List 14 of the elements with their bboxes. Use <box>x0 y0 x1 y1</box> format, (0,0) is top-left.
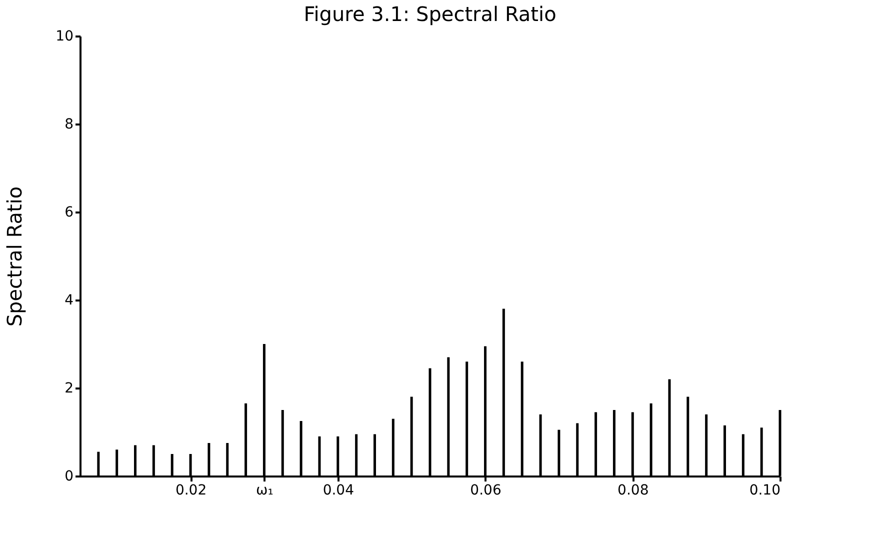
y-tick-label: 2 <box>64 380 74 396</box>
y-tick-label: 4 <box>64 292 74 308</box>
chart-title: Figure 3.1: Spectral Ratio <box>304 2 556 26</box>
x-tick-label: 0.06 <box>470 482 502 498</box>
y-axis-title: Spectral Ratio <box>2 186 27 327</box>
x-tick-label: 0.04 <box>322 482 354 498</box>
y-tick-label: 6 <box>64 204 74 220</box>
x-tick-label: 0.02 <box>175 482 207 498</box>
x-tick-label: 0.10 <box>749 482 780 498</box>
x-tick-label: 0.08 <box>618 482 649 498</box>
y-tick-label: 8 <box>64 116 74 132</box>
y-tick-label: 0 <box>64 468 74 484</box>
y-tick-label: 10 <box>56 28 74 44</box>
x-tick-label: ω₁ <box>256 482 274 498</box>
